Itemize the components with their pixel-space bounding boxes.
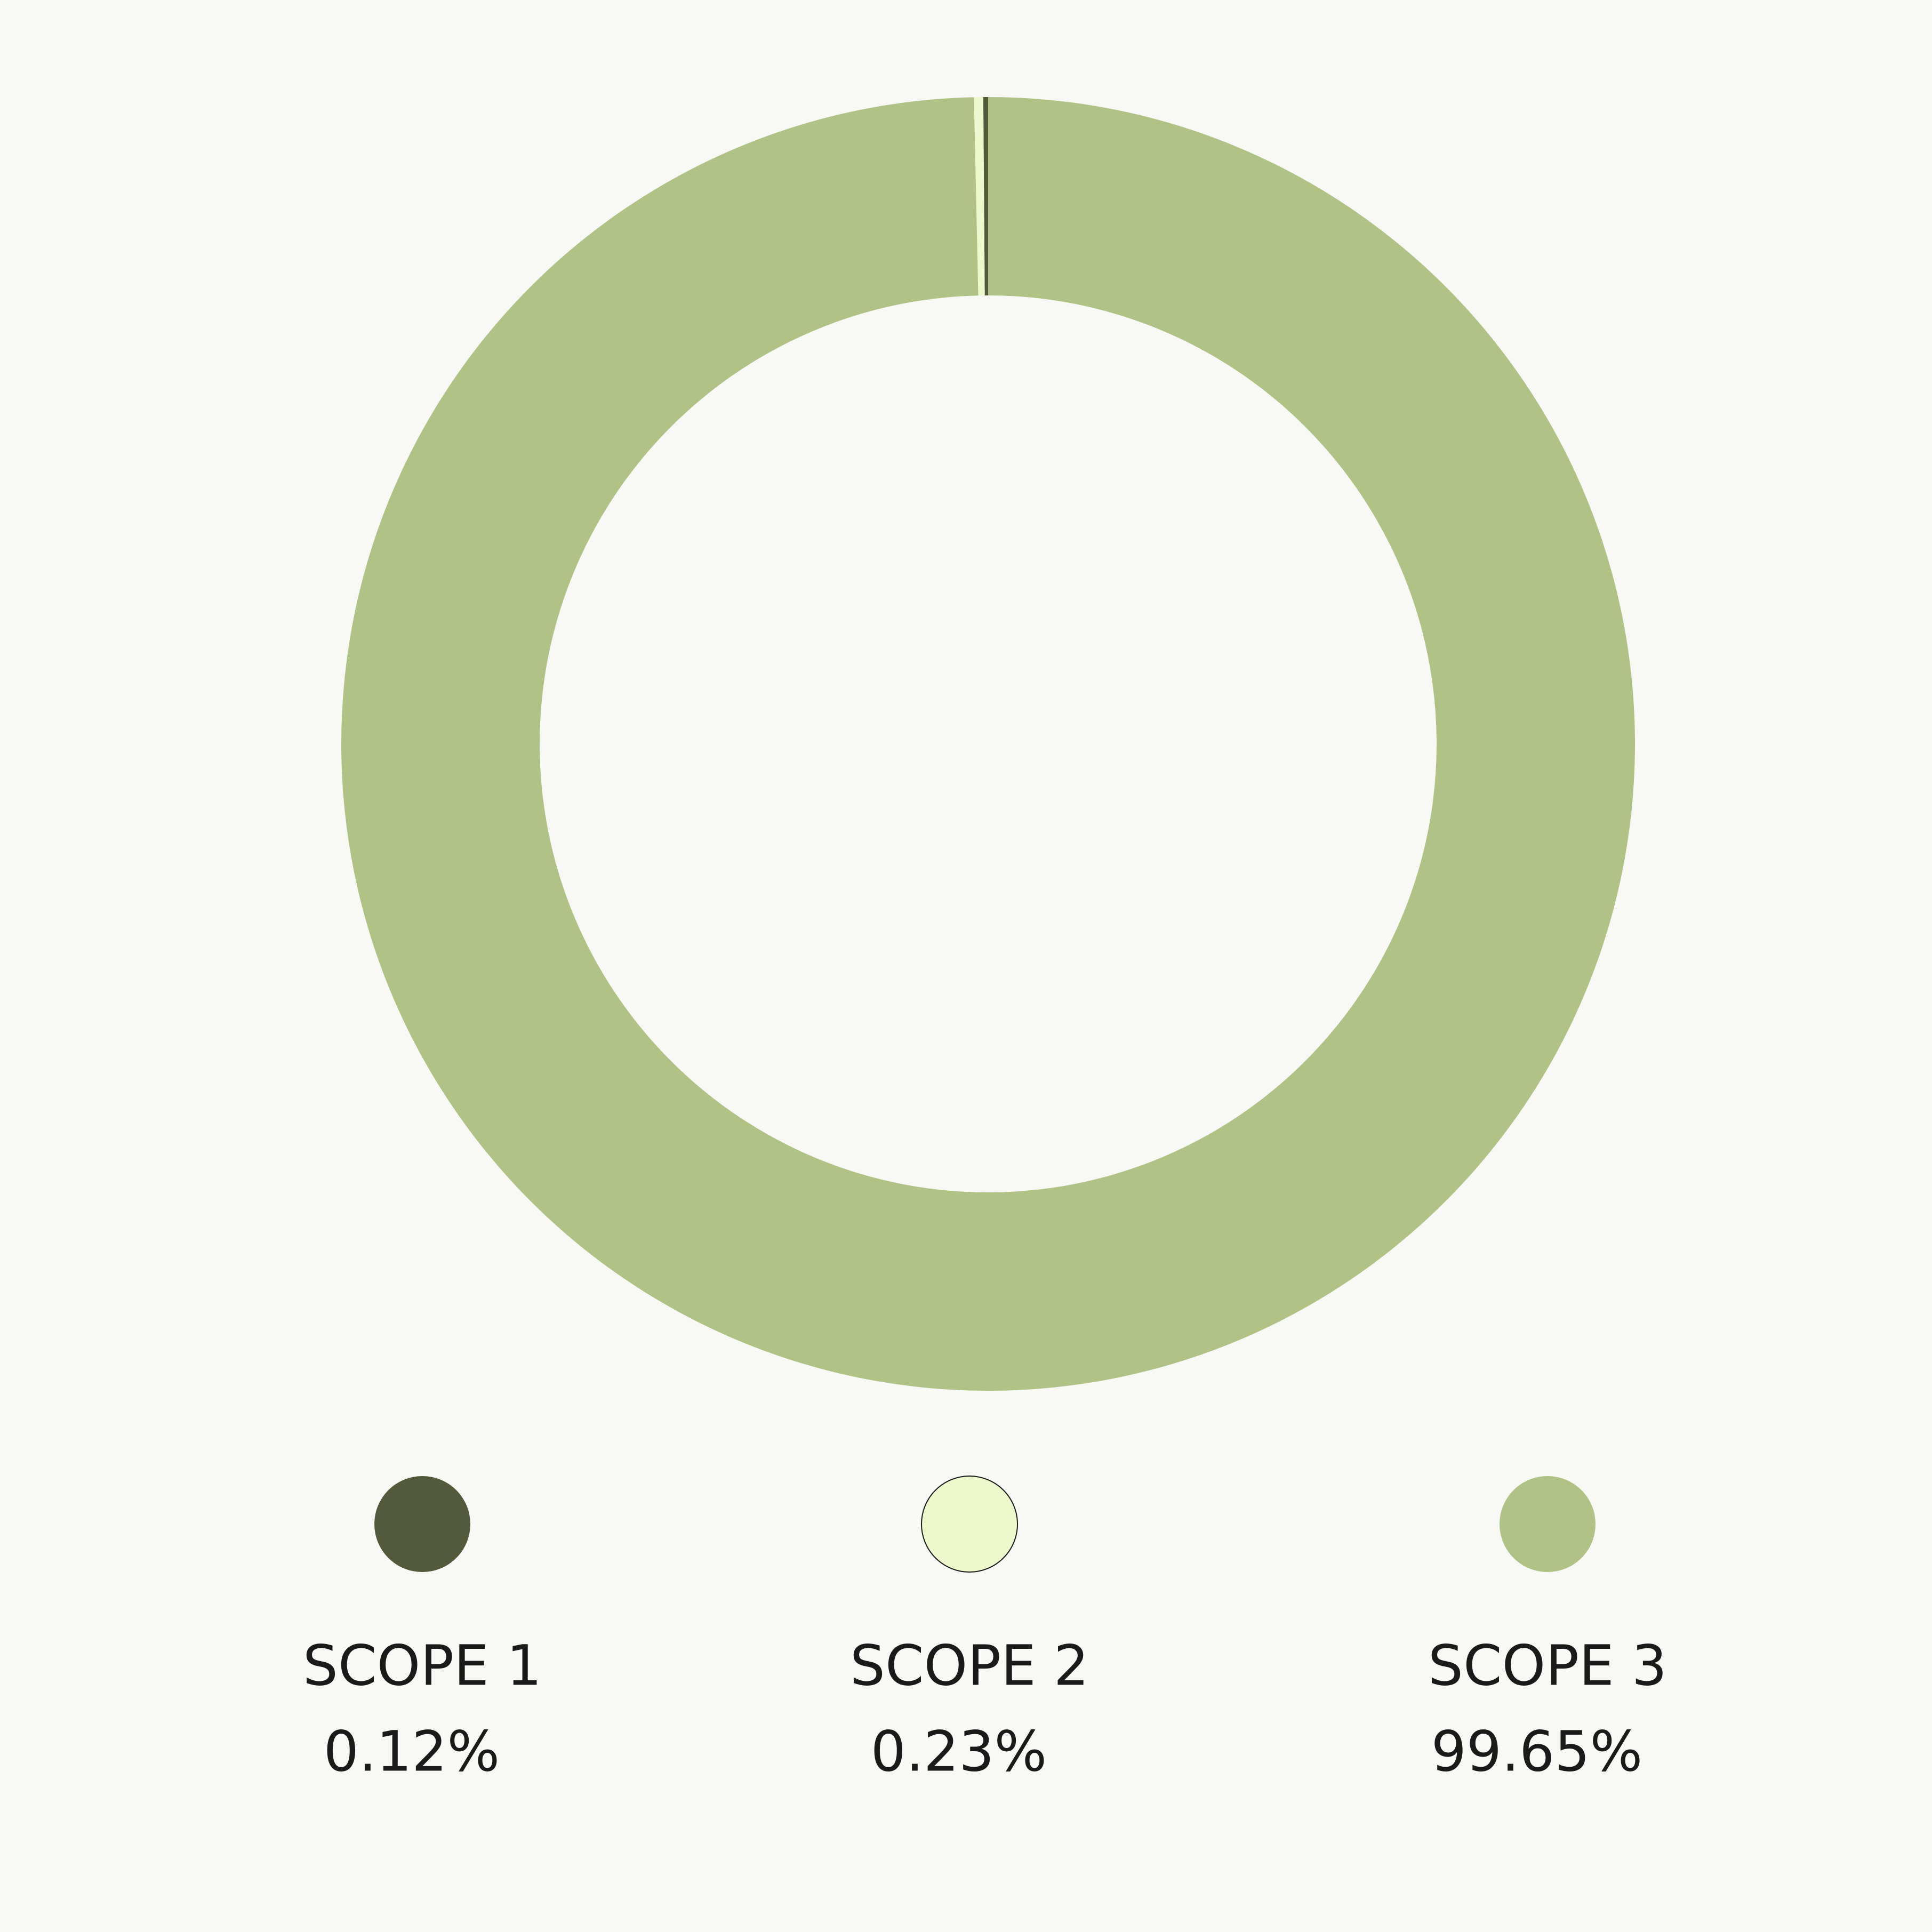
legend-label: SCOPE 3	[1428, 1633, 1667, 1698]
legend-marker	[921, 1476, 1018, 1573]
legend-label: SCOPE 2	[850, 1633, 1089, 1698]
legend-marker	[1500, 1476, 1596, 1572]
legend-marker	[374, 1476, 470, 1572]
donut-slice	[983, 97, 988, 296]
value-label: 0.12%	[324, 1719, 500, 1784]
donut-slice	[974, 97, 985, 296]
value-label: 0.23%	[871, 1719, 1047, 1784]
legend-label: SCOPE 1	[303, 1633, 542, 1698]
donut-slice	[341, 97, 1636, 1391]
value-label: 99.65%	[1431, 1719, 1643, 1784]
